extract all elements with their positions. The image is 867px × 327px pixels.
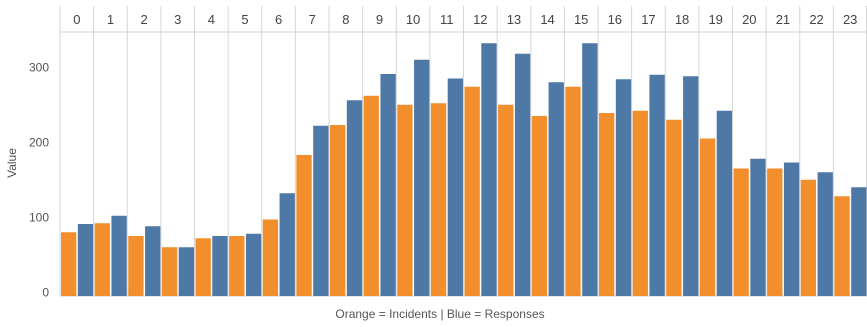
category-label: 8 bbox=[342, 12, 349, 27]
category-label: 12 bbox=[473, 12, 487, 27]
category-label: 19 bbox=[708, 12, 722, 27]
category-label: 1 bbox=[107, 12, 114, 27]
bars-group bbox=[61, 43, 867, 296]
bar-incidents-8 bbox=[330, 125, 346, 296]
bar-responses-12 bbox=[481, 43, 497, 296]
bar-responses-8 bbox=[346, 100, 363, 296]
category-label: 9 bbox=[376, 12, 383, 27]
category-label: 21 bbox=[776, 12, 790, 27]
bar-incidents-14 bbox=[531, 116, 548, 296]
bar-responses-15 bbox=[582, 43, 598, 296]
bar-incidents-11 bbox=[430, 103, 447, 296]
bar-incidents-19 bbox=[699, 138, 716, 296]
bar-responses-3 bbox=[178, 247, 194, 296]
bar-incidents-16 bbox=[599, 113, 615, 296]
category-label: 4 bbox=[208, 12, 215, 27]
y-tick-label: 100 bbox=[29, 210, 49, 224]
category-label: 18 bbox=[675, 12, 689, 27]
bar-responses-21 bbox=[783, 162, 800, 296]
y-tick-label: 300 bbox=[29, 60, 49, 74]
bar-incidents-12 bbox=[464, 86, 480, 296]
category-label: 5 bbox=[241, 12, 248, 27]
bar-incidents-18 bbox=[666, 119, 682, 296]
category-label: 2 bbox=[140, 12, 147, 27]
category-label: 13 bbox=[507, 12, 521, 27]
category-label: 11 bbox=[440, 12, 454, 27]
category-label: 0 bbox=[73, 12, 80, 27]
bar-responses-11 bbox=[447, 78, 463, 296]
bar-responses-6 bbox=[279, 193, 295, 296]
bar-responses-2 bbox=[145, 226, 161, 296]
bar-incidents-7 bbox=[296, 155, 312, 296]
bar-incidents-4 bbox=[195, 238, 211, 296]
bar-responses-20 bbox=[750, 158, 766, 296]
category-label: 7 bbox=[309, 12, 316, 27]
category-header-row: 0 1 2 3 4 5 6 7 8 9 10 11 12 13 14 15 16 17 18 19 20 21 22 23 bbox=[60, 12, 867, 33]
bar-responses-4 bbox=[212, 236, 228, 296]
category-label: 10 bbox=[406, 12, 420, 27]
category-label: 15 bbox=[574, 12, 588, 27]
bar-responses-19 bbox=[716, 110, 732, 296]
bar-incidents-23 bbox=[834, 196, 850, 296]
category-separators bbox=[59, 6, 867, 297]
bar-incidents-22 bbox=[800, 179, 817, 296]
category-label: 20 bbox=[742, 12, 756, 27]
bar-responses-5 bbox=[245, 233, 262, 296]
bar-incidents-20 bbox=[733, 168, 749, 296]
bar-responses-9 bbox=[380, 74, 396, 296]
bar-responses-16 bbox=[615, 79, 632, 296]
bar-responses-17 bbox=[649, 74, 665, 296]
bar-incidents-2 bbox=[128, 236, 144, 296]
category-label: 3 bbox=[174, 12, 181, 27]
bar-responses-22 bbox=[817, 172, 833, 296]
bar-responses-10 bbox=[414, 59, 430, 296]
bar-incidents-21 bbox=[767, 168, 783, 296]
category-label: 23 bbox=[843, 12, 857, 27]
bar-responses-7 bbox=[313, 125, 329, 296]
category-label: 14 bbox=[540, 12, 554, 27]
bar-responses-13 bbox=[514, 53, 531, 296]
bar-responses-14 bbox=[548, 82, 564, 296]
bar-responses-23 bbox=[851, 187, 867, 296]
y-axis-label: Value bbox=[5, 148, 19, 178]
y-axis: Value 0 100 200 300 bbox=[5, 60, 49, 299]
chart-caption: Orange = Incidents | Blue = Responses bbox=[335, 307, 544, 321]
bar-incidents-13 bbox=[498, 104, 514, 296]
bar-responses-18 bbox=[683, 76, 699, 296]
bar-incidents-3 bbox=[161, 247, 178, 296]
bar-incidents-0 bbox=[61, 232, 77, 296]
y-tick-label: 200 bbox=[29, 135, 49, 149]
bar-incidents-10 bbox=[397, 104, 413, 296]
category-label: 16 bbox=[608, 12, 622, 27]
bar-incidents-17 bbox=[632, 110, 648, 296]
category-label: 22 bbox=[809, 12, 823, 27]
bar-incidents-5 bbox=[229, 236, 245, 296]
bar-incidents-9 bbox=[363, 95, 379, 296]
category-label: 17 bbox=[641, 12, 655, 27]
bar-incidents-1 bbox=[94, 223, 110, 296]
bar-incidents-15 bbox=[565, 86, 581, 296]
bar-incidents-6 bbox=[262, 219, 279, 296]
y-tick-label: 0 bbox=[42, 285, 49, 299]
bar-responses-1 bbox=[111, 215, 127, 296]
bar-responses-0 bbox=[77, 224, 94, 296]
category-label: 6 bbox=[275, 12, 282, 27]
